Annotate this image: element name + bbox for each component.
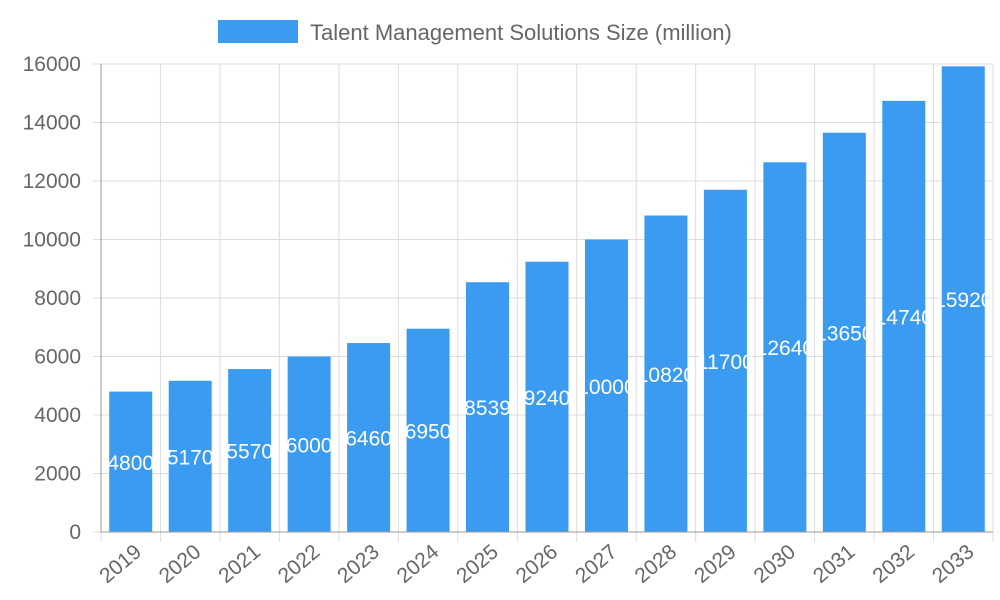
bar-2023 bbox=[347, 343, 391, 532]
y-tick-label: 10000 bbox=[23, 229, 81, 252]
legend[interactable]: Talent Management Solutions Size (millio… bbox=[218, 20, 732, 45]
data-label: 8539 bbox=[464, 397, 511, 420]
x-tick-label: 2031 bbox=[809, 540, 860, 588]
data-label: 14740 bbox=[875, 306, 933, 329]
x-tick-label: 2025 bbox=[452, 540, 503, 588]
bar-2024 bbox=[406, 328, 450, 532]
data-label: 6000 bbox=[286, 434, 333, 457]
x-tick-label: 2027 bbox=[571, 540, 622, 588]
y-tick-label: 0 bbox=[69, 521, 81, 544]
data-label: 6460 bbox=[345, 428, 392, 451]
grid bbox=[93, 63, 994, 542]
bar-2025 bbox=[466, 282, 510, 532]
bar-2033 bbox=[941, 66, 985, 532]
data-label: 12640 bbox=[756, 337, 814, 360]
bar-2029 bbox=[703, 189, 747, 532]
bar-2021 bbox=[228, 369, 272, 532]
x-tick-label: 2032 bbox=[868, 540, 919, 588]
x-tick-label: 2029 bbox=[690, 540, 741, 588]
data-label: 4800 bbox=[107, 452, 154, 475]
bar-2022 bbox=[287, 356, 331, 532]
bar-2026 bbox=[525, 261, 569, 532]
legend-swatch bbox=[218, 20, 298, 43]
data-label: 10000 bbox=[577, 376, 635, 399]
x-tick-label: 2020 bbox=[155, 540, 206, 588]
x-tick-label: 2019 bbox=[95, 540, 146, 588]
x-tick-label: 2021 bbox=[214, 540, 265, 588]
y-tick-label: 2000 bbox=[34, 463, 81, 486]
bar-2030 bbox=[763, 162, 807, 532]
x-tick-label: 2030 bbox=[750, 540, 801, 588]
y-tick-label: 12000 bbox=[23, 170, 81, 193]
data-label: 5170 bbox=[167, 446, 214, 469]
bar-2031 bbox=[822, 132, 866, 533]
x-tick-label: 2024 bbox=[393, 540, 444, 588]
bar-2027 bbox=[584, 239, 628, 532]
y-tick-label: 8000 bbox=[34, 287, 81, 310]
x-tick-label: 2026 bbox=[512, 540, 563, 588]
data-label: 6950 bbox=[405, 420, 452, 443]
bar-2028 bbox=[644, 215, 688, 532]
x-tick-label: 2022 bbox=[274, 540, 325, 588]
data-label: 11700 bbox=[697, 351, 754, 374]
data-label: 5570 bbox=[226, 441, 273, 464]
data-labels: 4800 5170 5570 6000 6460 6950 8539 9240 10000108… bbox=[107, 289, 992, 475]
bar-2019 bbox=[109, 391, 153, 532]
legend-label: Talent Management Solutions Size (millio… bbox=[310, 20, 732, 45]
data-label: 13650 bbox=[815, 322, 873, 345]
x-tick-label: 2033 bbox=[928, 540, 979, 588]
data-label: 10820 bbox=[637, 364, 695, 387]
bar-2032 bbox=[882, 100, 926, 532]
bar-2020 bbox=[168, 380, 212, 532]
y-tick-label: 16000 bbox=[23, 53, 81, 76]
y-tick-label: 14000 bbox=[23, 112, 81, 135]
y-tick-label: 6000 bbox=[34, 346, 81, 369]
y-tick-label: 4000 bbox=[34, 404, 81, 427]
data-label: 9240 bbox=[524, 387, 571, 410]
x-tick-label: 2023 bbox=[333, 540, 384, 588]
data-label: 15920 bbox=[934, 289, 992, 312]
bars bbox=[109, 66, 985, 533]
x-tick-label: 2028 bbox=[631, 540, 682, 588]
